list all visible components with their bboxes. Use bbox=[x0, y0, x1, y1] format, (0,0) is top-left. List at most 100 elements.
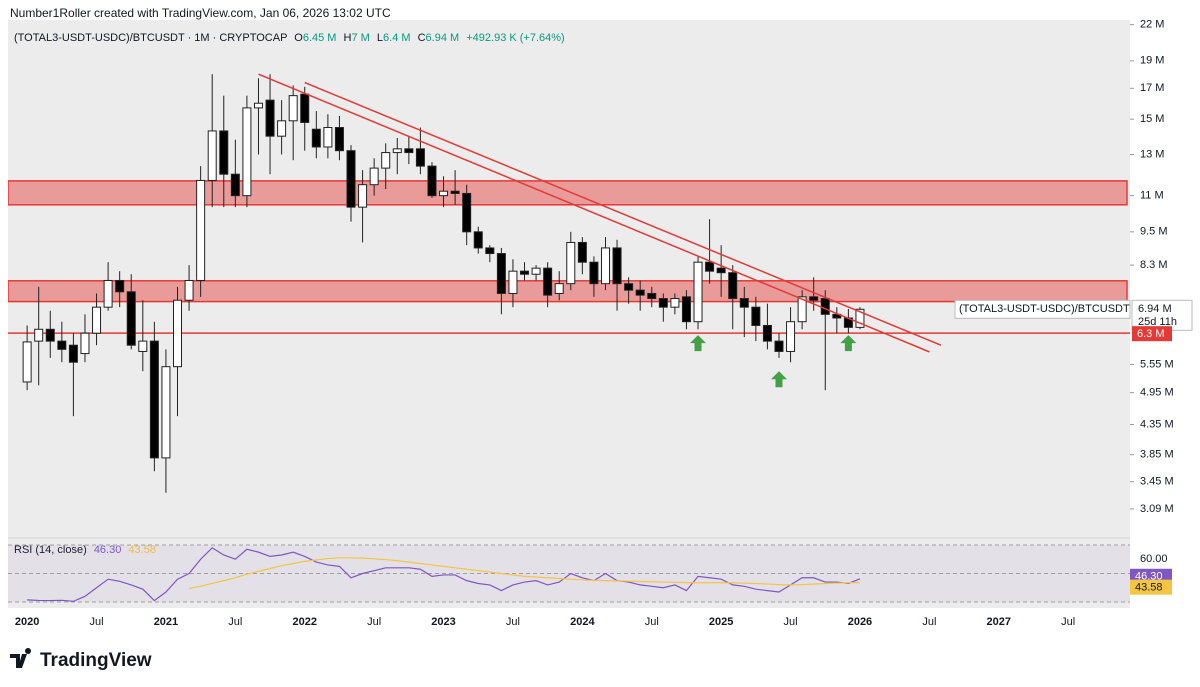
candle-body bbox=[323, 127, 333, 148]
up-arrow bbox=[770, 371, 787, 388]
candle-body bbox=[496, 253, 506, 294]
x-tick-label: 2027 bbox=[987, 616, 1011, 628]
candle-body bbox=[809, 296, 819, 301]
candle-body bbox=[288, 95, 298, 122]
y-tick-label: 11 M bbox=[1140, 190, 1164, 202]
up-arrow bbox=[690, 335, 707, 352]
rsi-tick-label: 60.00 bbox=[1140, 553, 1168, 565]
x-tick-label: 2024 bbox=[570, 616, 595, 628]
candle-body bbox=[508, 270, 518, 294]
candle-body bbox=[543, 267, 553, 296]
x-tick-label: Jul bbox=[367, 616, 381, 628]
x-tick-label: 2026 bbox=[848, 616, 872, 628]
x-tick-label: Jul bbox=[506, 616, 520, 628]
candle-body bbox=[358, 184, 368, 208]
candle-body bbox=[589, 261, 599, 285]
x-tick-label: Jul bbox=[784, 616, 798, 628]
candle-body bbox=[681, 296, 691, 323]
x-tick-label: 2021 bbox=[154, 616, 178, 628]
candle-body bbox=[381, 152, 391, 169]
candle-body bbox=[196, 179, 206, 281]
x-tick-label: Jul bbox=[1061, 616, 1075, 628]
candle-body bbox=[786, 321, 796, 352]
candle-body bbox=[415, 148, 425, 167]
candle-body bbox=[716, 267, 726, 274]
candle-body bbox=[392, 148, 402, 154]
candle-body bbox=[242, 107, 252, 197]
h-value: 7 M bbox=[351, 32, 369, 44]
c-label: C bbox=[418, 32, 426, 44]
y-tick-label: 15 M bbox=[1140, 113, 1164, 125]
y-tick-label: 5.55 M bbox=[1140, 358, 1174, 370]
y-tick-label: 19 M bbox=[1140, 55, 1164, 67]
candle-body bbox=[369, 167, 379, 186]
candle-body bbox=[612, 247, 622, 285]
logo: TradingView bbox=[10, 647, 152, 671]
candle-body bbox=[115, 279, 125, 293]
candle-body bbox=[68, 344, 78, 363]
candle-body bbox=[577, 241, 587, 263]
credit: Number1Roller created with TradingView.c… bbox=[10, 6, 391, 20]
symbol-badge bbox=[954, 299, 1131, 319]
candle-body bbox=[600, 247, 610, 285]
y-tick-label: 3.09 M bbox=[1140, 503, 1174, 515]
candle-body bbox=[34, 328, 44, 342]
rsi-value: 46.30 bbox=[94, 544, 122, 556]
logo-icon bbox=[10, 647, 32, 668]
candle-body bbox=[57, 340, 67, 350]
candle-body bbox=[161, 366, 171, 459]
symbol: (TOTAL3-USDT-USDC)/BTCUSDT · 1M · CRYPTO… bbox=[14, 32, 287, 44]
candle-body bbox=[334, 127, 344, 152]
price-badge-text: 6.94 M bbox=[1138, 303, 1172, 315]
symbol-badge-text: (TOTAL3-USDT-USDC)/BTCUSDT bbox=[959, 303, 1130, 315]
candle-body bbox=[751, 306, 761, 326]
rsi-badge-text: 43.58 bbox=[1135, 582, 1163, 594]
candle-body bbox=[462, 192, 472, 233]
l-label: L bbox=[377, 32, 383, 44]
candle-body bbox=[300, 93, 310, 123]
hline-badge bbox=[1132, 326, 1172, 342]
candle-body bbox=[346, 150, 356, 208]
zone bbox=[8, 180, 1128, 206]
rsi-title: RSI (14, close) bbox=[14, 544, 87, 556]
candle-body bbox=[797, 296, 807, 323]
countdown: 25d 11h bbox=[1138, 316, 1177, 328]
candle-body bbox=[739, 298, 749, 308]
candle-body bbox=[80, 332, 90, 355]
candle-body bbox=[404, 148, 414, 154]
candle-body bbox=[705, 261, 715, 272]
candle-body bbox=[554, 283, 564, 294]
candle-body bbox=[439, 190, 449, 197]
y-tick-label: 4.95 M bbox=[1140, 387, 1174, 399]
candle-body bbox=[103, 279, 113, 308]
change: +492.93 K (+7.64%) bbox=[466, 32, 564, 44]
legend: (TOTAL3-USDT-USDC)/BTCUSDT · 1M · CRYPTO… bbox=[14, 32, 565, 44]
y-tick-label: 22 M bbox=[1140, 19, 1164, 31]
y-tick-label: 3.85 M bbox=[1140, 449, 1174, 461]
l-value: 6.4 M bbox=[383, 32, 411, 44]
h-label: H bbox=[344, 32, 352, 44]
candle-body bbox=[820, 298, 830, 315]
candle-body bbox=[774, 340, 784, 352]
candle-body bbox=[265, 99, 275, 137]
y-tick-label: 17 M bbox=[1140, 82, 1164, 94]
up-arrow bbox=[840, 335, 857, 352]
candle-body bbox=[531, 267, 541, 275]
candle-body bbox=[277, 120, 287, 137]
candle-body bbox=[311, 128, 321, 148]
candle-body bbox=[728, 272, 738, 300]
x-tick-label: Jul bbox=[922, 616, 936, 628]
candle-body bbox=[22, 341, 32, 383]
candle-body bbox=[658, 298, 668, 308]
rsi-line bbox=[188, 557, 860, 590]
x-tick-label: 2025 bbox=[709, 616, 733, 628]
price-badge bbox=[1131, 299, 1193, 331]
logo-text: TradingView bbox=[40, 650, 152, 671]
x-tick-label: 2022 bbox=[293, 616, 317, 628]
chart-background bbox=[8, 20, 1130, 608]
y-tick-label: 4.35 M bbox=[1140, 418, 1174, 430]
x-tick-label: Jul bbox=[228, 616, 242, 628]
candle-body bbox=[126, 291, 136, 346]
rsi-legend: RSI (14, close) 46.30 43.58 bbox=[14, 544, 156, 556]
